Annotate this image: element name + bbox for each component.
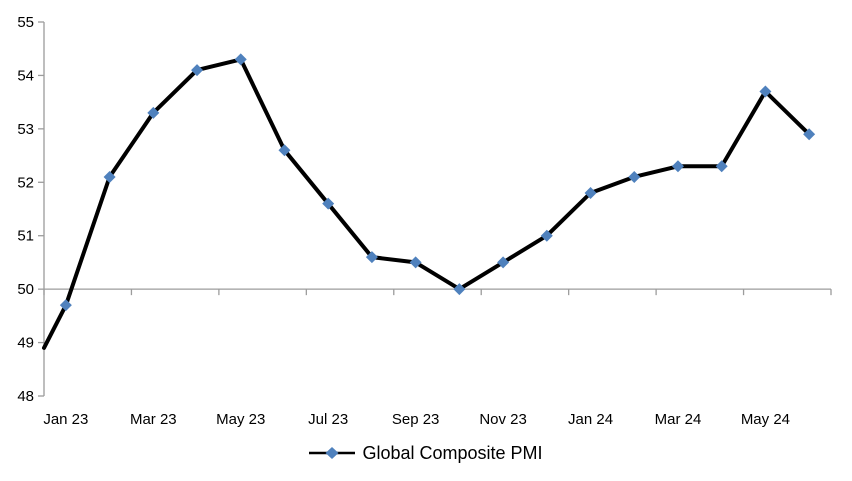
x-axis-tick-label: Sep 23 — [392, 411, 440, 428]
x-axis-tick-label: Jan 24 — [568, 411, 613, 428]
pmi-data-point-marker — [365, 251, 378, 264]
legend-marker-icon — [309, 447, 356, 459]
x-axis-tick-label: Jul 23 — [308, 411, 348, 428]
pmi-data-point-marker — [715, 160, 728, 173]
x-axis-tick-label: May 23 — [216, 411, 265, 428]
pmi-data-point-marker — [497, 256, 510, 269]
pmi-data-point-marker — [147, 106, 160, 119]
y-axis-tick-label: 50 — [17, 281, 34, 298]
pmi-data-point-marker — [803, 128, 816, 141]
legend-series-label: Global Composite PMI — [362, 443, 543, 463]
pmi-data-point-marker — [191, 64, 204, 77]
pmi-data-point-marker — [322, 197, 335, 210]
pmi-data-point-marker — [453, 283, 466, 296]
y-axis-tick-label: 49 — [17, 335, 34, 352]
y-axis-tick-label: 54 — [17, 67, 34, 84]
pmi-data-point-marker — [540, 229, 553, 242]
pmi-series-line — [42, 57, 812, 350]
pmi-data-point-marker — [234, 53, 247, 66]
x-axis-tick-label: Mar 24 — [655, 411, 702, 428]
y-axis-tick-label: 52 — [17, 174, 34, 191]
pmi-data-point-marker — [409, 256, 422, 269]
y-axis-tick-label: 55 — [17, 14, 34, 31]
y-axis-tick-label: 51 — [17, 228, 34, 245]
legend-diamond-icon — [325, 447, 339, 459]
chart-legend: Global Composite PMI — [0, 440, 852, 466]
y-axis-tick-label: 53 — [17, 121, 34, 138]
x-axis-tick-label: May 24 — [741, 411, 790, 428]
x-axis-tick-label: Jan 23 — [43, 411, 88, 428]
y-axis-tick-label: 48 — [17, 388, 34, 405]
pmi-data-point-marker — [584, 186, 597, 199]
x-axis-tick-label: Mar 23 — [130, 411, 177, 428]
pmi-data-point-marker — [759, 85, 772, 98]
pmi-data-point-marker — [278, 144, 291, 157]
pmi-data-point-marker — [628, 170, 641, 183]
pmi-data-point-marker — [59, 299, 72, 312]
pmi-data-point-marker — [103, 170, 116, 183]
x-axis-tick-label: Nov 23 — [479, 411, 527, 428]
pmi-data-point-marker — [671, 160, 684, 173]
